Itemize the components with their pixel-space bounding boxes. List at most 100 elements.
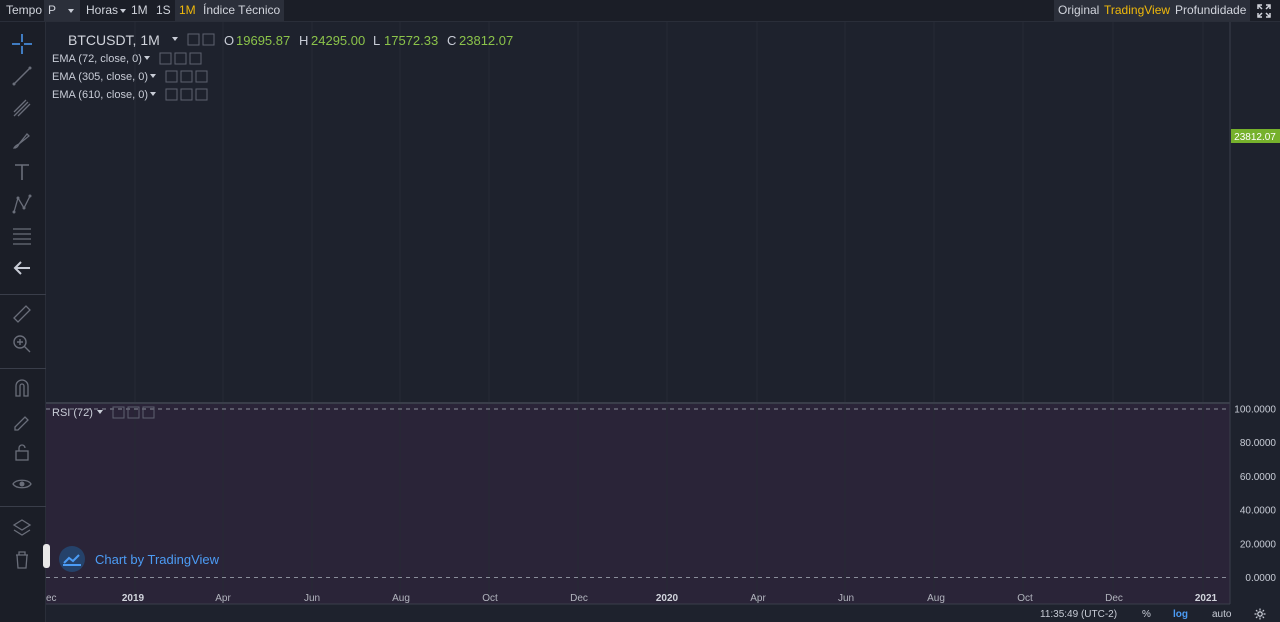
view-depth-tab[interactable]: Profundidade (1171, 0, 1251, 21)
rsi-axis[interactable]: 100.0000 80.0000 60.0000 40.0000 20.0000 0.00… (1234, 405, 1276, 585)
high-value: 24295.00 (311, 33, 365, 48)
toolbar-divider (0, 368, 46, 369)
text-icon[interactable] (10, 160, 34, 184)
time-axis-label: Oct (482, 593, 498, 604)
ruler-icon[interactable] (10, 302, 34, 326)
eye-icon[interactable] (165, 70, 178, 83)
grid (134, 22, 1204, 604)
low-label: L (373, 33, 380, 48)
zoom-in-icon[interactable] (10, 332, 34, 356)
close-icon[interactable] (142, 406, 155, 419)
interval-1s[interactable]: 1S (156, 3, 171, 17)
rsi-legend-label[interactable]: RSI (72) (52, 407, 93, 419)
gear-icon[interactable] (174, 52, 187, 65)
magnet-icon[interactable] (10, 376, 34, 400)
view-original-tab[interactable]: Original (1054, 0, 1104, 21)
last-price-label: 23812.07 (1234, 132, 1276, 143)
clock-time: 11:35:49 (UTC-2) (1040, 609, 1118, 620)
open-value: 19695.87 (236, 33, 290, 48)
gear-icon[interactable] (202, 33, 215, 46)
eye-icon[interactable] (159, 52, 172, 65)
bottom-status-bar: 11:35:49 (UTC-2) % log auto (1040, 608, 1280, 622)
gear-icon[interactable] (1254, 608, 1266, 622)
time-axis-label: Dec (570, 593, 588, 604)
symbol-title[interactable]: BTCUSDT, 1M (68, 32, 160, 48)
rsi-axis-label: 0.0000 (1245, 573, 1276, 584)
chart-type-dropdown[interactable]: P (44, 0, 80, 21)
chevron-down-icon[interactable] (172, 37, 178, 41)
eye-icon[interactable] (187, 33, 200, 46)
eye-icon[interactable] (10, 472, 34, 496)
watermark[interactable]: Chart by TradingView (58, 546, 219, 572)
toolbar-divider (0, 506, 46, 507)
layers-icon[interactable] (10, 516, 34, 540)
auto-toggle[interactable]: auto (1212, 609, 1232, 620)
brush-icon[interactable] (10, 128, 34, 152)
lock-drawing-icon[interactable] (10, 408, 34, 432)
indicator-ema-305[interactable]: EMA (305, close, 0) (52, 71, 148, 83)
gear-icon[interactable] (180, 70, 193, 83)
close-icon[interactable] (195, 88, 208, 101)
chevron-down-icon[interactable] (150, 92, 156, 96)
gear-icon[interactable] (180, 88, 193, 101)
drawing-toolbar (0, 22, 46, 622)
indicator-ema-610[interactable]: EMA (610, close, 0) (52, 89, 148, 101)
rsi-axis-label: 20.0000 (1240, 539, 1277, 550)
open-label: O (224, 33, 234, 48)
pattern-icon[interactable] (10, 192, 34, 216)
interval-1m-minute[interactable]: 1M (131, 3, 148, 17)
eye-icon[interactable] (112, 406, 125, 419)
rsi-axis-label: 100.0000 (1234, 405, 1276, 416)
close-icon[interactable] (189, 52, 202, 65)
arrow-left-icon[interactable] (10, 256, 34, 280)
technical-index-button[interactable]: Índice Técnico (199, 0, 285, 21)
trash-icon[interactable] (10, 548, 34, 572)
hours-dropdown[interactable]: Horas (82, 0, 130, 21)
last-price-badge (1231, 129, 1280, 143)
fullscreen-icon[interactable] (1252, 0, 1276, 21)
tempo-label: Tempo (6, 3, 43, 17)
eye-icon[interactable] (165, 88, 178, 101)
log-toggle[interactable]: log (1173, 609, 1188, 620)
time-axis-label: Jun (838, 593, 854, 604)
time-axis-label: Oct (1017, 593, 1033, 604)
hours-label: Horas (86, 3, 119, 17)
time-axis-label: ec (46, 593, 57, 604)
chevron-down-icon[interactable] (144, 56, 150, 60)
close-value: 23812.07 (459, 33, 513, 48)
legend: BTCUSDT, 1M O 19695.87 H 24295.00 L 1757… (52, 32, 513, 419)
time-axis-label: Apr (215, 593, 231, 604)
time-axis-label: Aug (392, 593, 410, 604)
fib-retracement-icon[interactable] (10, 224, 34, 248)
low-value: 17572.33 (384, 33, 438, 48)
close-label: C (447, 33, 456, 48)
gear-icon[interactable] (127, 406, 140, 419)
chart-type-label: P (48, 3, 57, 17)
rsi-axis-label: 40.0000 (1240, 506, 1277, 517)
rsi-guides (46, 408, 1230, 578)
trend-line-icon[interactable] (10, 64, 34, 88)
interval-1m-month[interactable]: 1M (175, 0, 200, 21)
tradingview-logo-icon (58, 546, 86, 572)
indicator-ema-72[interactable]: EMA (72, close, 0) (52, 53, 142, 65)
pitchfork-icon[interactable] (10, 96, 34, 120)
time-axis[interactable]: ec 2019 Apr Jun Aug Oct Dec 2020 Apr Jun Aug Oct Dec… (46, 593, 1218, 604)
time-axis-label: Aug (927, 593, 945, 604)
chevron-down-icon[interactable] (97, 410, 103, 414)
lock-icon[interactable] (10, 440, 34, 464)
close-icon[interactable] (195, 70, 208, 83)
percent-toggle[interactable]: % (1142, 609, 1151, 620)
chevron-down-icon (120, 8, 127, 13)
time-axis-label: Jun (304, 593, 320, 604)
rsi-pane-bg (46, 404, 1230, 604)
view-tradingview-tab[interactable]: TradingView (1100, 0, 1175, 21)
crosshair-icon[interactable] (10, 32, 34, 56)
toolbar-scroll-handle[interactable] (43, 544, 50, 568)
last-price-marker: 23812.07 (1231, 129, 1280, 143)
chevron-down-icon[interactable] (150, 74, 156, 78)
time-axis-label: 2019 (122, 593, 145, 604)
time-axis-label: Apr (750, 593, 766, 604)
high-label: H (299, 33, 308, 48)
